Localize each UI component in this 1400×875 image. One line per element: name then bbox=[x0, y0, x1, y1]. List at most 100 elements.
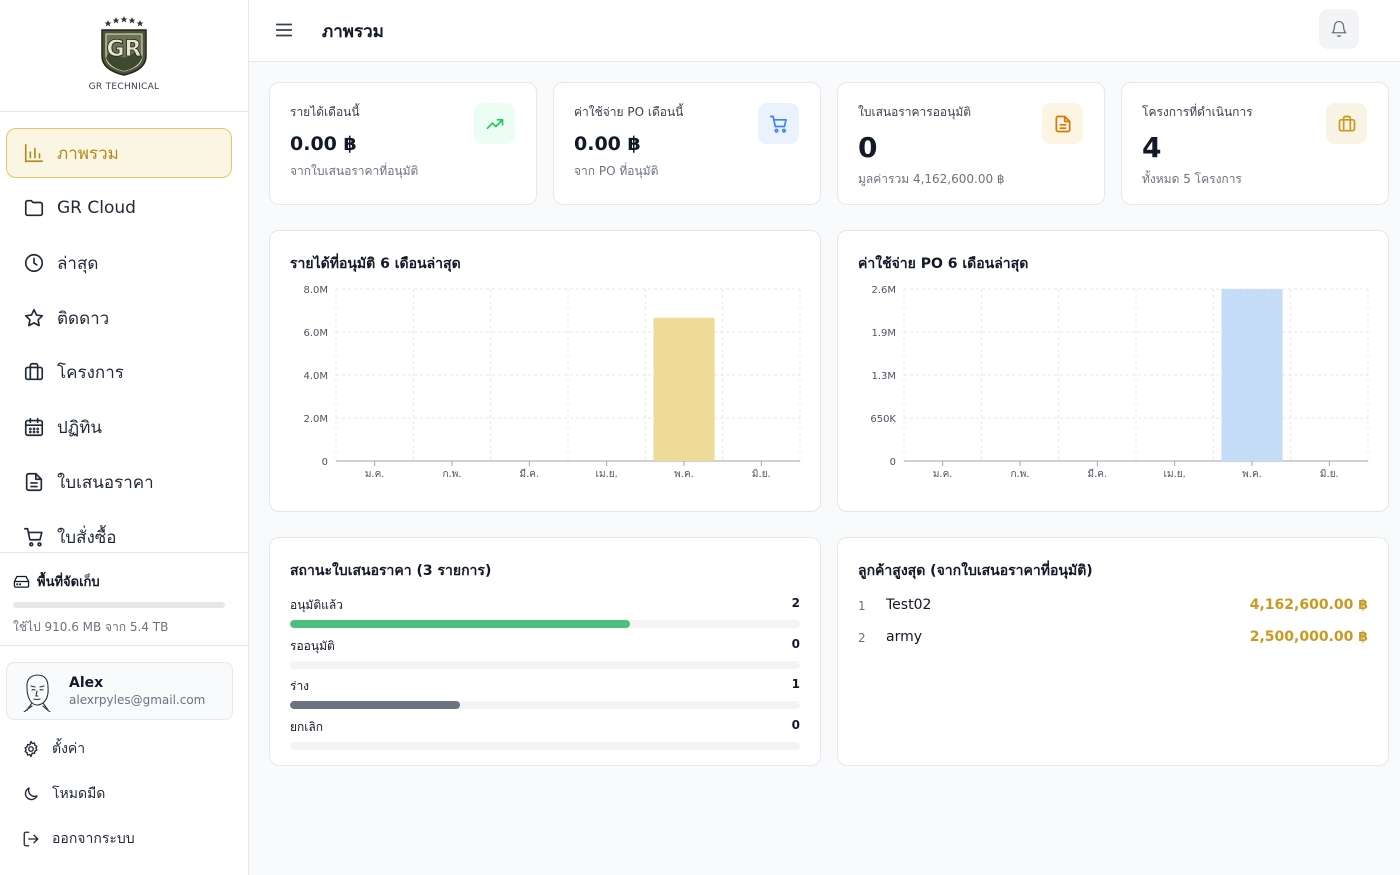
star-icon bbox=[23, 307, 45, 329]
po-expense-chart-card: ค่าใช้จ่าย PO 6 เดือนล่าสุด 0 650K 1.3M 1.9… bbox=[837, 230, 1389, 512]
sidebar-item-label: GR Cloud bbox=[57, 198, 136, 218]
x-tick-label: เม.ย. bbox=[596, 469, 618, 480]
user-email: alexrpyles@gmail.com bbox=[69, 693, 206, 707]
stat-icon-box bbox=[758, 103, 799, 144]
briefcase-icon bbox=[1338, 115, 1355, 131]
sidebar-item-recent[interactable]: ล่าสุด bbox=[6, 238, 232, 288]
sidebar-item-label: โครงการ bbox=[57, 362, 124, 383]
clock-icon bbox=[23, 252, 45, 274]
status-bar bbox=[290, 742, 800, 750]
sidebar-item-quotations[interactable]: ใบเสนอราคา bbox=[6, 457, 232, 507]
hard-drive-icon bbox=[13, 573, 30, 590]
revenue-bar-chart: 0 2.0M 4.0M 6.0M 8.0M ม.ค. ก.พ. มี.ค. เม.ย. พ.ค. ม… bbox=[303, 285, 801, 480]
status-row-approved: อนุมัติแล้ว 2 bbox=[290, 596, 800, 628]
sidebar-item-overview[interactable]: ภาพรวม bbox=[6, 128, 232, 178]
stat-card-po-expense[interactable]: ค่าใช้จ่าย PO เดือนนี้ 0.00 ฿ จาก PO ที่… bbox=[553, 82, 821, 205]
customer-amount: 4,162,600.00 ฿ bbox=[1249, 597, 1368, 613]
po-expense-bar-chart: 0 650K 1.3M 1.9M 2.6M ม.ค. ก.พ. มี.ค. เม.ย. พ.ค. ม… bbox=[870, 285, 1369, 480]
stat-icon-box bbox=[474, 103, 515, 144]
storage-progress-bar bbox=[13, 602, 225, 608]
y-tick-label: 0 bbox=[322, 457, 328, 468]
sidebar-nav: ภาพรวม GR Cloud ล่าสุด ติดดาว โครงการ bbox=[0, 112, 248, 552]
status-bar bbox=[290, 701, 800, 709]
x-tick-label: มิ.ย. bbox=[1320, 469, 1339, 480]
status-bar-fill bbox=[290, 620, 631, 628]
notifications-button[interactable] bbox=[1319, 9, 1359, 49]
stat-value: 0.00 ฿ bbox=[574, 133, 641, 155]
bell-icon bbox=[1331, 20, 1347, 38]
x-tick-label: พ.ค. bbox=[1242, 469, 1262, 480]
brand-logo[interactable]: GR GR TECHNICAL bbox=[0, 0, 248, 112]
status-row-draft: ร่าง 1 bbox=[290, 677, 800, 709]
sidebar-item-projects[interactable]: โครงการ bbox=[6, 347, 232, 397]
status-count: 0 bbox=[791, 637, 800, 651]
x-tick-label: มี.ค. bbox=[1088, 468, 1108, 480]
stat-card-pending-quotes[interactable]: ใบเสนอราคารออนุมัติ 0 มูลค่ารวม 4,162,60… bbox=[837, 82, 1105, 205]
stat-subtext: ทั้งหมด 5 โครงการ bbox=[1142, 172, 1242, 186]
status-label: อนุมัติแล้ว bbox=[290, 598, 343, 612]
y-tick-label: 8.0M bbox=[303, 285, 328, 296]
y-tick-label: 1.3M bbox=[871, 371, 896, 382]
storage-title: พื้นที่จัดเก็บ bbox=[37, 575, 100, 590]
bar bbox=[1221, 289, 1283, 461]
sidebar-item-label: ล่าสุด bbox=[57, 253, 99, 274]
sidebar: GR GR TECHNICAL ภาพรวม GR Cloud ล่าสุด bbox=[0, 0, 249, 875]
status-count: 2 bbox=[791, 596, 800, 610]
dark-mode-toggle[interactable]: โหมดมืด bbox=[22, 783, 105, 805]
sidebar-item-label: ใบสั่งซื้อ bbox=[57, 527, 117, 548]
stat-value: 4 bbox=[1142, 131, 1162, 164]
settings-button[interactable]: ตั้งค่า bbox=[22, 738, 85, 760]
stat-icon-box bbox=[1042, 103, 1083, 144]
gear-icon bbox=[22, 740, 40, 758]
bar bbox=[653, 317, 715, 461]
y-tick-label: 0 bbox=[890, 457, 896, 468]
stat-card-revenue[interactable]: รายได้เดือนนี้ 0.00 ฿ จากใบเสนอราคาที่อน… bbox=[269, 82, 537, 205]
status-row-pending: รออนุมัติ 0 bbox=[290, 637, 800, 669]
stat-card-active-projects[interactable]: โครงการที่ดำเนินการ 4 ทั้งหมด 5 โครงการ bbox=[1121, 82, 1389, 205]
logo-icon: GR bbox=[101, 16, 147, 76]
top-header: ภาพรวม bbox=[249, 0, 1400, 62]
customer-row[interactable]: 2 army 2,500,000.00 ฿ bbox=[858, 629, 1368, 649]
user-profile-card[interactable]: Alex alexrpyles@gmail.com bbox=[6, 662, 233, 720]
sidebar-item-label: ใบเสนอราคา bbox=[57, 472, 154, 493]
logout-label: ออกจากระบบ bbox=[52, 831, 135, 847]
sidebar-item-gr-cloud[interactable]: GR Cloud bbox=[6, 183, 232, 233]
status-bar bbox=[290, 661, 800, 669]
user-name: Alex bbox=[69, 675, 104, 691]
menu-toggle-button[interactable] bbox=[273, 19, 295, 41]
x-tick-label: ม.ค. bbox=[365, 469, 385, 480]
storage-panel: พื้นที่จัดเก็บ ใช้ไป 910.6 MB จาก 5.4 TB bbox=[0, 552, 248, 646]
trending-up-icon bbox=[486, 118, 503, 129]
brand-name: GR TECHNICAL bbox=[88, 82, 160, 92]
moon-icon bbox=[22, 785, 40, 803]
status-row-cancelled: ยกเลิก 0 bbox=[290, 718, 800, 750]
sidebar-item-label: ภาพรวม bbox=[57, 143, 119, 164]
logout-icon bbox=[22, 830, 40, 848]
quote-status-title: สถานะใบเสนอราคา (3 รายการ) bbox=[290, 563, 492, 579]
logout-button[interactable]: ออกจากระบบ bbox=[22, 828, 135, 850]
document-icon bbox=[23, 471, 45, 493]
sidebar-item-calendar[interactable]: ปฏิทิน bbox=[6, 402, 232, 452]
cart-icon bbox=[769, 115, 787, 133]
page-title: ภาพรวม bbox=[322, 22, 384, 42]
sidebar-item-purchase-orders[interactable]: ใบสั่งซื้อ bbox=[6, 512, 232, 552]
x-tick-label: มิ.ย. bbox=[752, 469, 771, 480]
customer-name: army bbox=[886, 629, 923, 645]
customer-row[interactable]: 1 Test02 4,162,600.00 ฿ bbox=[858, 597, 1368, 617]
x-tick-label: มี.ค. bbox=[520, 468, 540, 480]
briefcase-icon bbox=[23, 361, 45, 383]
chart-title: ค่าใช้จ่าย PO 6 เดือนล่าสุด bbox=[858, 256, 1029, 272]
x-tick-label: ก.พ. bbox=[442, 469, 461, 480]
status-label: ยกเลิก bbox=[290, 720, 324, 734]
y-tick-label: 1.9M bbox=[871, 328, 896, 339]
folder-icon bbox=[23, 197, 45, 219]
stat-label: โครงการที่ดำเนินการ bbox=[1142, 105, 1253, 119]
stat-value: 0 bbox=[858, 131, 878, 164]
sidebar-item-starred[interactable]: ติดดาว bbox=[6, 293, 232, 343]
hamburger-icon bbox=[275, 23, 293, 37]
x-tick-label: พ.ค. bbox=[674, 469, 694, 480]
status-bar bbox=[290, 620, 800, 628]
status-count: 1 bbox=[791, 677, 800, 691]
sidebar-item-label: ติดดาว bbox=[57, 308, 110, 329]
logo-lettering: GR bbox=[107, 37, 142, 62]
